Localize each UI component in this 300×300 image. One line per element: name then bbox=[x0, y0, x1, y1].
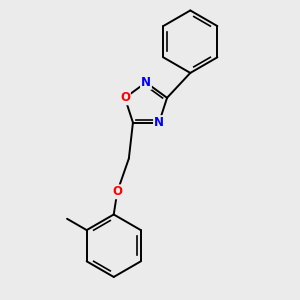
Text: N: N bbox=[154, 116, 164, 129]
Text: O: O bbox=[112, 185, 122, 198]
Text: O: O bbox=[120, 91, 130, 104]
Text: N: N bbox=[141, 76, 151, 89]
